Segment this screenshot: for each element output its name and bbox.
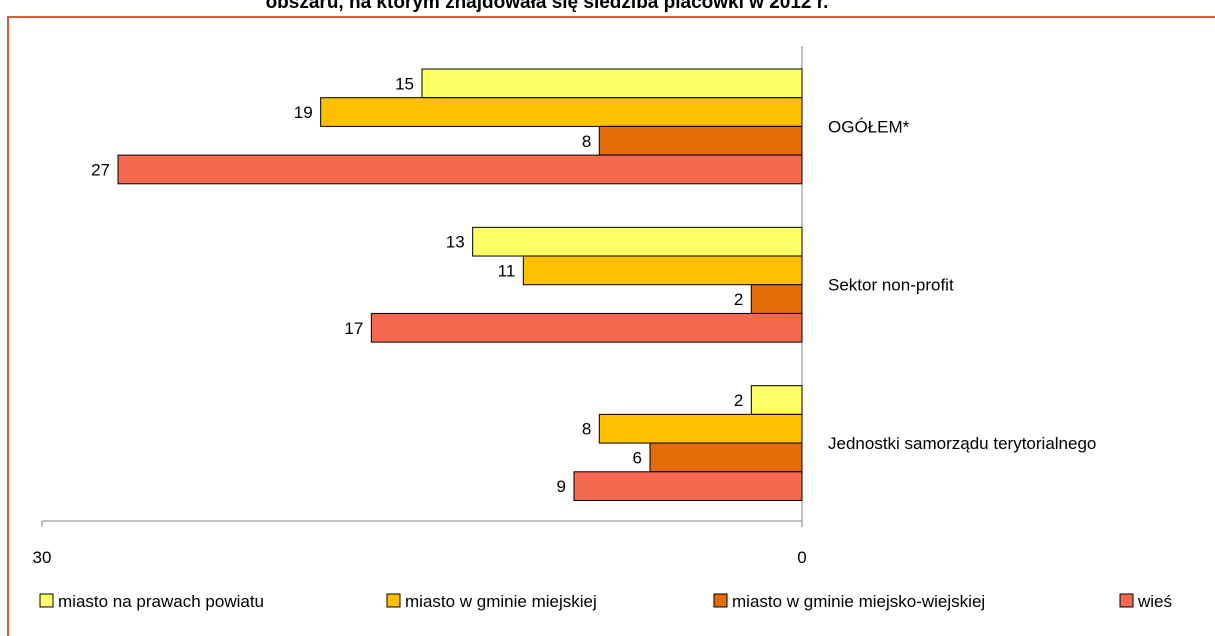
legend-label: wieś [1137, 592, 1172, 611]
bar [522, 255, 803, 286]
value-label: 15 [395, 74, 414, 93]
x-tick-label: 0 [797, 548, 806, 567]
bar [472, 226, 803, 257]
value-label: 19 [294, 103, 313, 122]
bar [117, 154, 803, 185]
legend-label: miasto w gminie miejskiej [405, 592, 597, 611]
x-tick-label: 30 [33, 548, 52, 567]
legend-swatch [713, 593, 728, 608]
category-label: OGÓŁEM* [828, 117, 910, 136]
value-label: 8 [582, 132, 591, 151]
value-label: 17 [344, 319, 363, 338]
legend-label: miasto na prawach powiatu [58, 592, 264, 611]
value-label: 2 [734, 391, 743, 410]
bar [750, 385, 803, 415]
value-label: 8 [582, 420, 591, 439]
bar [598, 125, 803, 156]
legend-label: miasto w gminie miejsko-wiejskiej [732, 592, 985, 611]
value-label: 6 [633, 448, 642, 467]
bar [370, 312, 803, 343]
bar [649, 442, 803, 473]
bar [320, 97, 803, 127]
bar [573, 471, 803, 501]
value-label: 13 [446, 233, 465, 252]
bar [750, 284, 803, 314]
category-label: Sektor non-profit [828, 276, 954, 295]
value-label: 27 [91, 160, 110, 179]
legend-swatch [39, 593, 54, 608]
category-label: Jednostki samorządu terytorialnego [828, 434, 1096, 453]
bar [598, 413, 803, 444]
bar [421, 68, 803, 99]
legend-swatch [1119, 593, 1134, 608]
value-label: 11 [498, 261, 516, 280]
legend-swatch [386, 593, 401, 608]
value-label: 9 [557, 477, 566, 496]
value-label: 2 [734, 290, 743, 309]
chart-title: obszaru, na którym znajdowała się siedzi… [266, 0, 829, 13]
